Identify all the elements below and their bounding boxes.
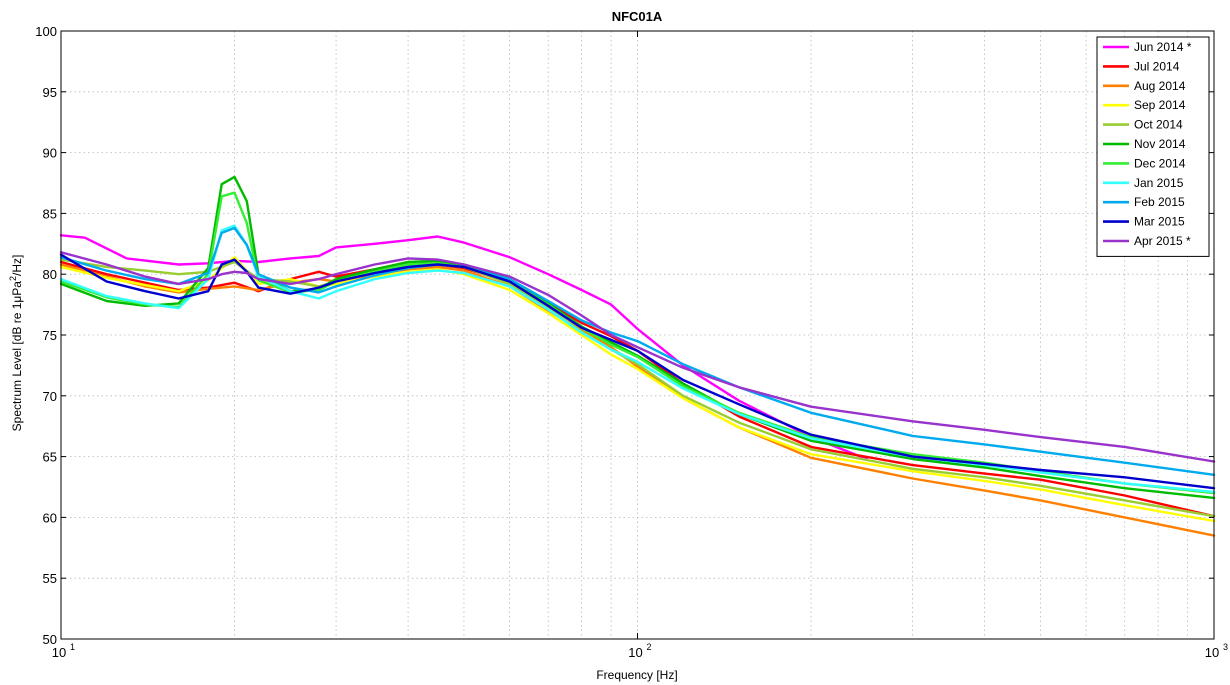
legend-label: Aug 2014 xyxy=(1134,79,1186,93)
series-line xyxy=(59,253,1216,490)
legend-label: Jun 2014 * xyxy=(1134,40,1192,54)
y-tick-label: 75 xyxy=(43,328,57,343)
legend-label: Jan 2015 xyxy=(1134,176,1184,190)
x-tick-label: 10 xyxy=(1205,645,1219,660)
y-tick-label: 65 xyxy=(43,450,57,465)
y-tick-label: 90 xyxy=(43,146,57,161)
x-tick-label: 10 xyxy=(52,645,66,660)
series-line xyxy=(59,263,1216,537)
series-line xyxy=(59,234,869,461)
y-axis-label: Spectrum Level [dB re 1μPa2/Hz] xyxy=(8,255,24,432)
x-tick-exponent: 3 xyxy=(1223,642,1228,652)
chart-title: NFC01A xyxy=(612,9,663,24)
legend: Jun 2014 * Jul 2014 Aug 2014 Sep 2014 Oct 20… xyxy=(1096,36,1210,257)
legend-label: Nov 2014 xyxy=(1134,137,1186,151)
axis-ticks: 50 55 60 65 70 75 80 85 90 95 100 10 1 10 2 10 3 xyxy=(35,24,1228,660)
legend-label: Dec 2014 xyxy=(1134,156,1186,170)
y-tick-label: 95 xyxy=(43,85,57,100)
series-lines xyxy=(59,175,1216,537)
legend-label: Apr 2015 * xyxy=(1134,234,1191,248)
series-line xyxy=(59,251,1216,463)
y-tick-label: 100 xyxy=(35,24,57,39)
x-tick-exponent: 1 xyxy=(70,642,75,652)
legend-box xyxy=(1096,36,1210,257)
legend-label: Sep 2014 xyxy=(1134,98,1186,112)
x-tick-exponent: 2 xyxy=(647,642,652,652)
y-tick-label: 70 xyxy=(43,389,57,404)
x-tick-label: 10 xyxy=(628,645,642,660)
y-tick-label: 85 xyxy=(43,206,57,221)
y-tick-label: 80 xyxy=(43,267,57,282)
legend-label: Feb 2015 xyxy=(1134,195,1185,209)
legend-label: Oct 2014 xyxy=(1134,118,1183,132)
y-tick-label: 50 xyxy=(43,632,57,647)
legend-label: Jul 2014 xyxy=(1134,59,1180,73)
y-tick-label: 60 xyxy=(43,510,57,525)
y-tick-label: 55 xyxy=(43,571,57,586)
x-axis-label: Frequency [Hz] xyxy=(596,668,677,682)
legend-label: Mar 2015 xyxy=(1134,215,1185,229)
